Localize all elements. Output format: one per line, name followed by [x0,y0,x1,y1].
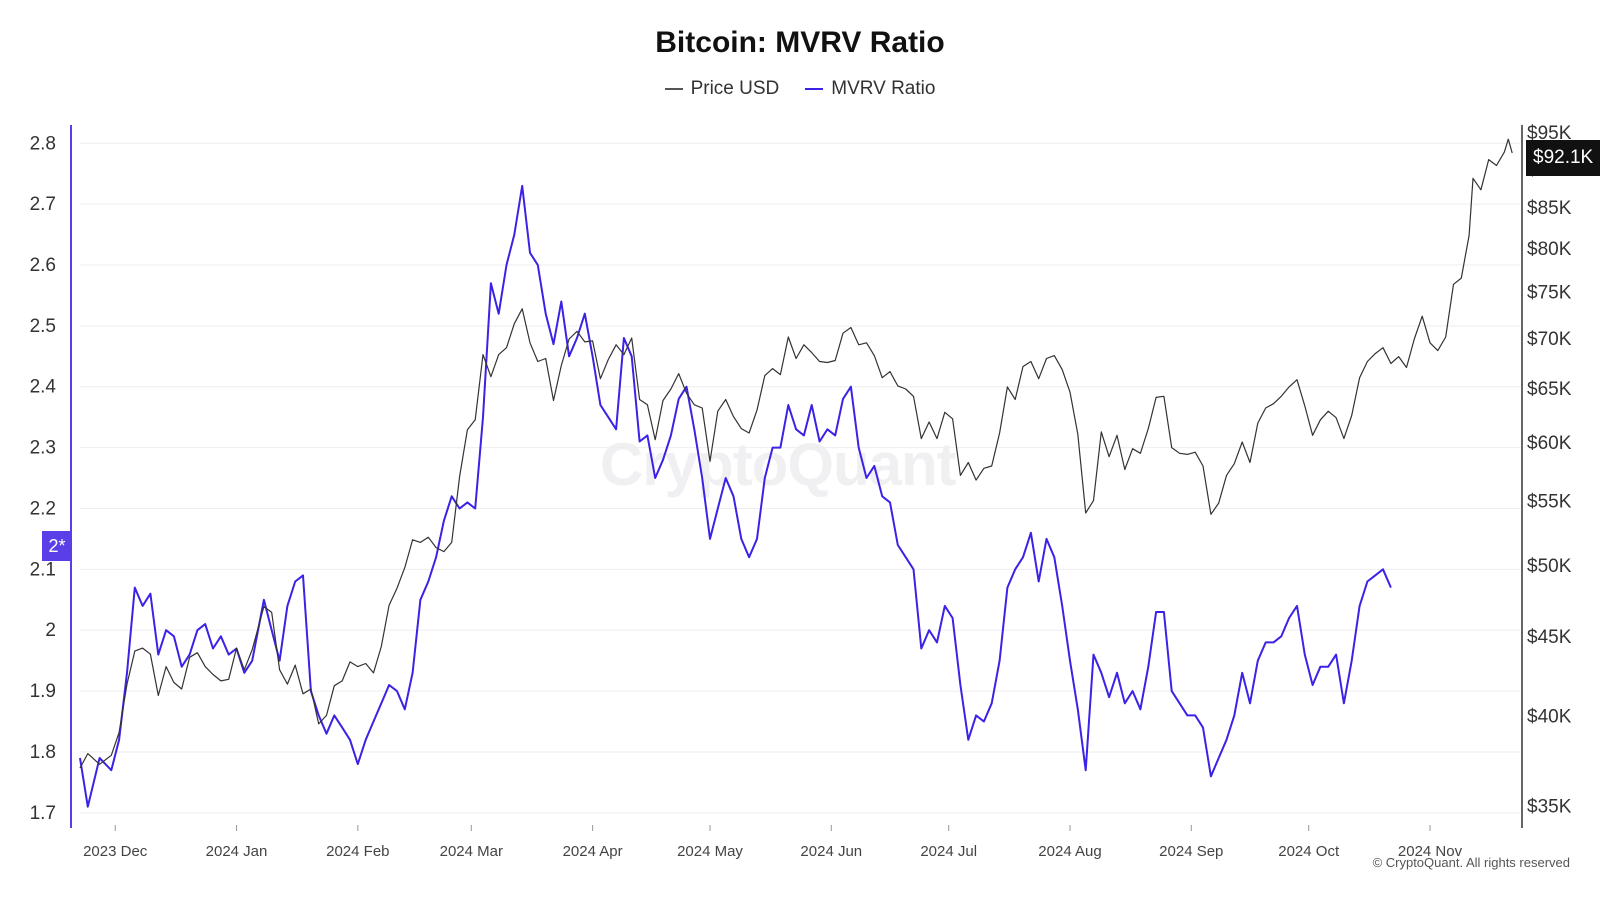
watermark: CryptoQuant [600,431,957,498]
series-line-price [79,138,1513,769]
left-tick-label: 1.7 [30,803,56,824]
legend-label-mvrv: MVRV Ratio [831,78,936,99]
x-tick-label: 2024 Apr [563,843,623,860]
copyright-text: © CryptoQuant. All rights reserved [1372,855,1570,870]
x-tick-label: 2024 Nov [1398,843,1463,860]
legend-item-mvrv[interactable]: MVRV Ratio [805,78,935,100]
right-tick-label: $45K [1527,627,1572,648]
left-tick-label: 2.5 [30,316,56,337]
right-tick-label: $85K [1527,198,1572,219]
series-line-mvrv [79,184,1392,808]
right-tick-label: $60K [1527,433,1572,454]
x-tick-label: 2024 Jun [800,843,862,860]
left-tick-label: 2.1 [30,559,56,580]
left-tick-label: 2 [45,620,56,641]
right-tick-label: $75K [1527,282,1572,303]
x-tick-label: 2024 Mar [440,843,503,860]
left-tick-label: 2.6 [30,255,56,276]
x-tick-label: 2024 May [677,843,743,860]
right-tick-label: $80K [1527,239,1572,260]
legend-swatch-mvrv [805,88,824,90]
price-badge: $92.1K [1526,140,1600,176]
x-tick-label: 2024 Jul [920,843,977,860]
x-tick-label: 2024 Oct [1278,843,1340,860]
legend-label-price: Price USD [690,78,780,99]
right-tick-label: $65K [1527,379,1572,400]
chart-legend: Price USD MVRV Ratio [0,78,1600,100]
x-tick-label: 2023 Dec [83,843,148,860]
right-tick-label: $55K [1527,492,1572,513]
left-tick-label: 1.8 [30,742,56,763]
left-axis-badge: 2* [42,531,72,561]
legend-item-price[interactable]: Price USD [664,78,780,100]
chart-title: Bitcoin: MVRV Ratio [655,26,945,59]
left-tick-label: 2.8 [30,133,56,154]
right-tick-label: $95K [1527,123,1572,144]
right-tick-label: $35K [1527,796,1572,817]
x-tick-label: 2024 Aug [1038,843,1101,860]
right-tick-label: $50K [1527,556,1572,577]
left-tick-label: 2.4 [30,377,57,398]
left-tick-label: 2.3 [30,438,56,459]
x-tick-label: 2024 Sep [1159,843,1223,860]
left-tick-label: 2.2 [30,498,56,519]
right-tick-label: $70K [1527,329,1572,350]
legend-swatch-price [664,88,683,90]
x-tick-label: 2024 Feb [326,843,389,860]
left-tick-label: 1.9 [30,681,56,702]
left-tick-label: 2.7 [30,194,56,215]
right-tick-label: $40K [1527,706,1572,727]
x-tick-label: 2024 Jan [206,843,268,860]
